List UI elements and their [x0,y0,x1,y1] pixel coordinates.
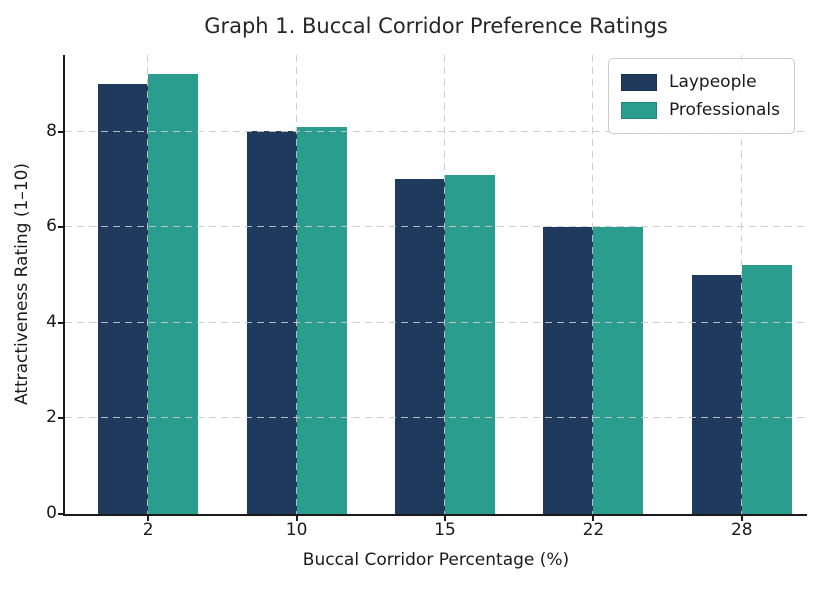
bar-professionals-15 [445,175,495,514]
legend-label-professionals: Professionals [668,100,780,120]
legend-item-laypeople: Laypeople [620,68,780,96]
y-tick-label-4: 4 [46,311,57,332]
x-tick-mark-22 [592,516,595,521]
y-tick-mark-4 [58,321,63,324]
x-tick-label-10: 10 [285,520,308,540]
legend-swatch-professionals [620,101,657,119]
chart-title: Graph 1. Buccal Corridor Preference Rati… [204,14,668,38]
y-axis-label: Attractiveness Rating (1–10) [12,162,32,406]
x-tick-label-15: 15 [434,520,456,540]
bar-laypeople-28 [691,275,742,514]
bar-professionals-10 [296,127,347,514]
legend-swatch-laypeople [620,73,657,91]
x-tick-label-22: 22 [582,520,605,540]
x-tick-label-2: 2 [142,520,154,540]
x-tick-mark-28 [740,516,743,521]
x-tick-mark-10 [295,516,298,521]
y-tick-label-2: 2 [46,407,57,428]
y-tick-mark-2 [58,417,63,420]
y-tick-label-6: 6 [46,216,57,237]
x-axis-label: Buccal Corridor Percentage (%) [302,550,570,570]
bar-professionals-2 [148,74,199,514]
y-tick-label-0: 0 [46,503,57,523]
legend: Laypeople Professionals [607,58,795,134]
legend-item-professionals: Professionals [620,96,780,124]
y-axis-spine [63,55,65,516]
x-axis-spine [63,514,807,516]
bar-professionals-28 [741,265,792,514]
y-tick-mark-0 [58,513,63,515]
bar-laypeople-2 [98,84,149,514]
y-tick-label-8: 8 [46,120,57,141]
legend-label-laypeople: Laypeople [668,72,757,92]
bar-laypeople-22 [543,227,594,514]
bar-laypeople-10 [246,131,297,514]
y-tick-mark-8 [58,130,63,133]
x-tick-mark-15 [444,516,446,521]
bar-professionals-22 [593,227,644,514]
plot-area: 2 10 15 22 28 0 2 4 6 8 Laypeople Professionals [46,55,807,540]
bar-laypeople-15 [395,179,445,514]
x-tick-label-28: 28 [730,520,753,540]
x-tick-mark-2 [147,516,150,521]
y-tick-mark-6 [58,226,63,229]
